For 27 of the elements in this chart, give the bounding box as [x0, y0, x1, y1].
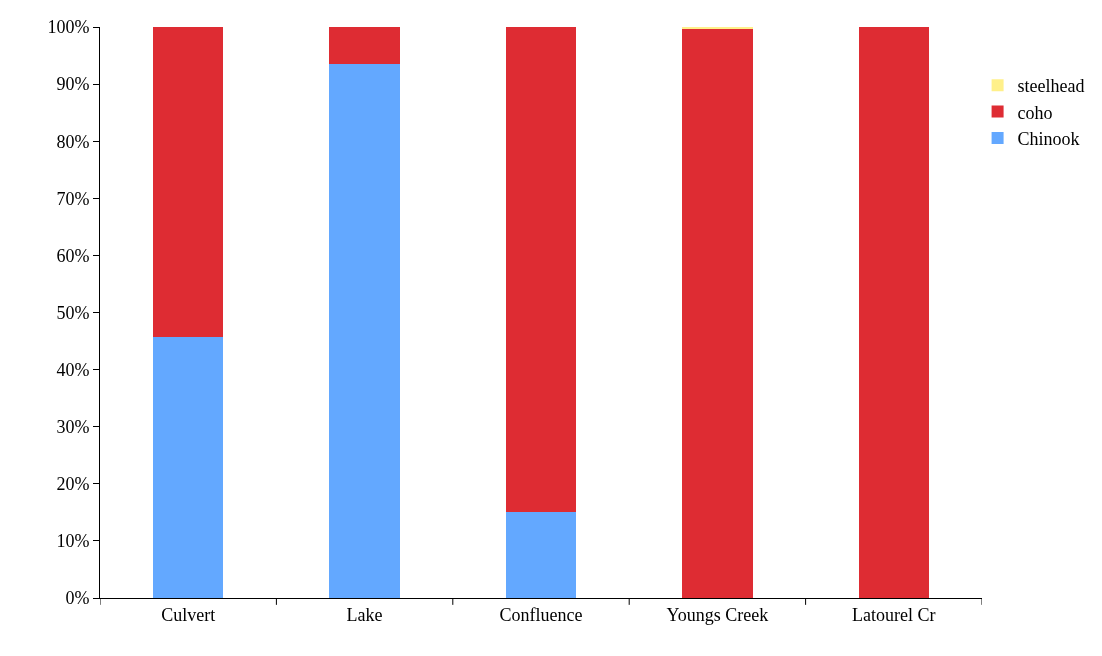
- y-tick-label: 0%: [65, 588, 90, 609]
- y-tick-label: 70%: [56, 188, 90, 209]
- bar: [505, 512, 577, 598]
- x-tick-label: Confluence: [499, 604, 583, 625]
- y-tick-label: 50%: [56, 302, 90, 323]
- legend-label: coho: [1017, 102, 1053, 123]
- x-tick-label: Latourel Cr: [852, 604, 936, 625]
- bar: [152, 337, 224, 598]
- y-tick-label: 30%: [56, 417, 90, 437]
- y-tick-label: 90%: [56, 74, 90, 95]
- bar: [505, 27, 577, 513]
- x-tick-label: Youngs Creek: [666, 604, 769, 625]
- y-tick-label: 60%: [56, 245, 90, 266]
- bar: [329, 27, 400, 65]
- bar: [329, 64, 400, 598]
- legend-label: steelhead: [1017, 76, 1085, 97]
- bar: [682, 28, 753, 598]
- y-tick-label: 80%: [56, 131, 90, 152]
- x-tick-label: Lake: [346, 604, 383, 625]
- legend-label: Chinook: [1017, 128, 1080, 149]
- y-tick-label: 10%: [56, 531, 90, 552]
- y-tick-label: 100%: [47, 17, 90, 38]
- x-tick-label: Culvert: [161, 604, 216, 625]
- bar: [152, 27, 224, 338]
- bar: [858, 27, 930, 598]
- y-tick-label: 20%: [56, 474, 90, 495]
- y-tick-label: 40%: [56, 359, 90, 380]
